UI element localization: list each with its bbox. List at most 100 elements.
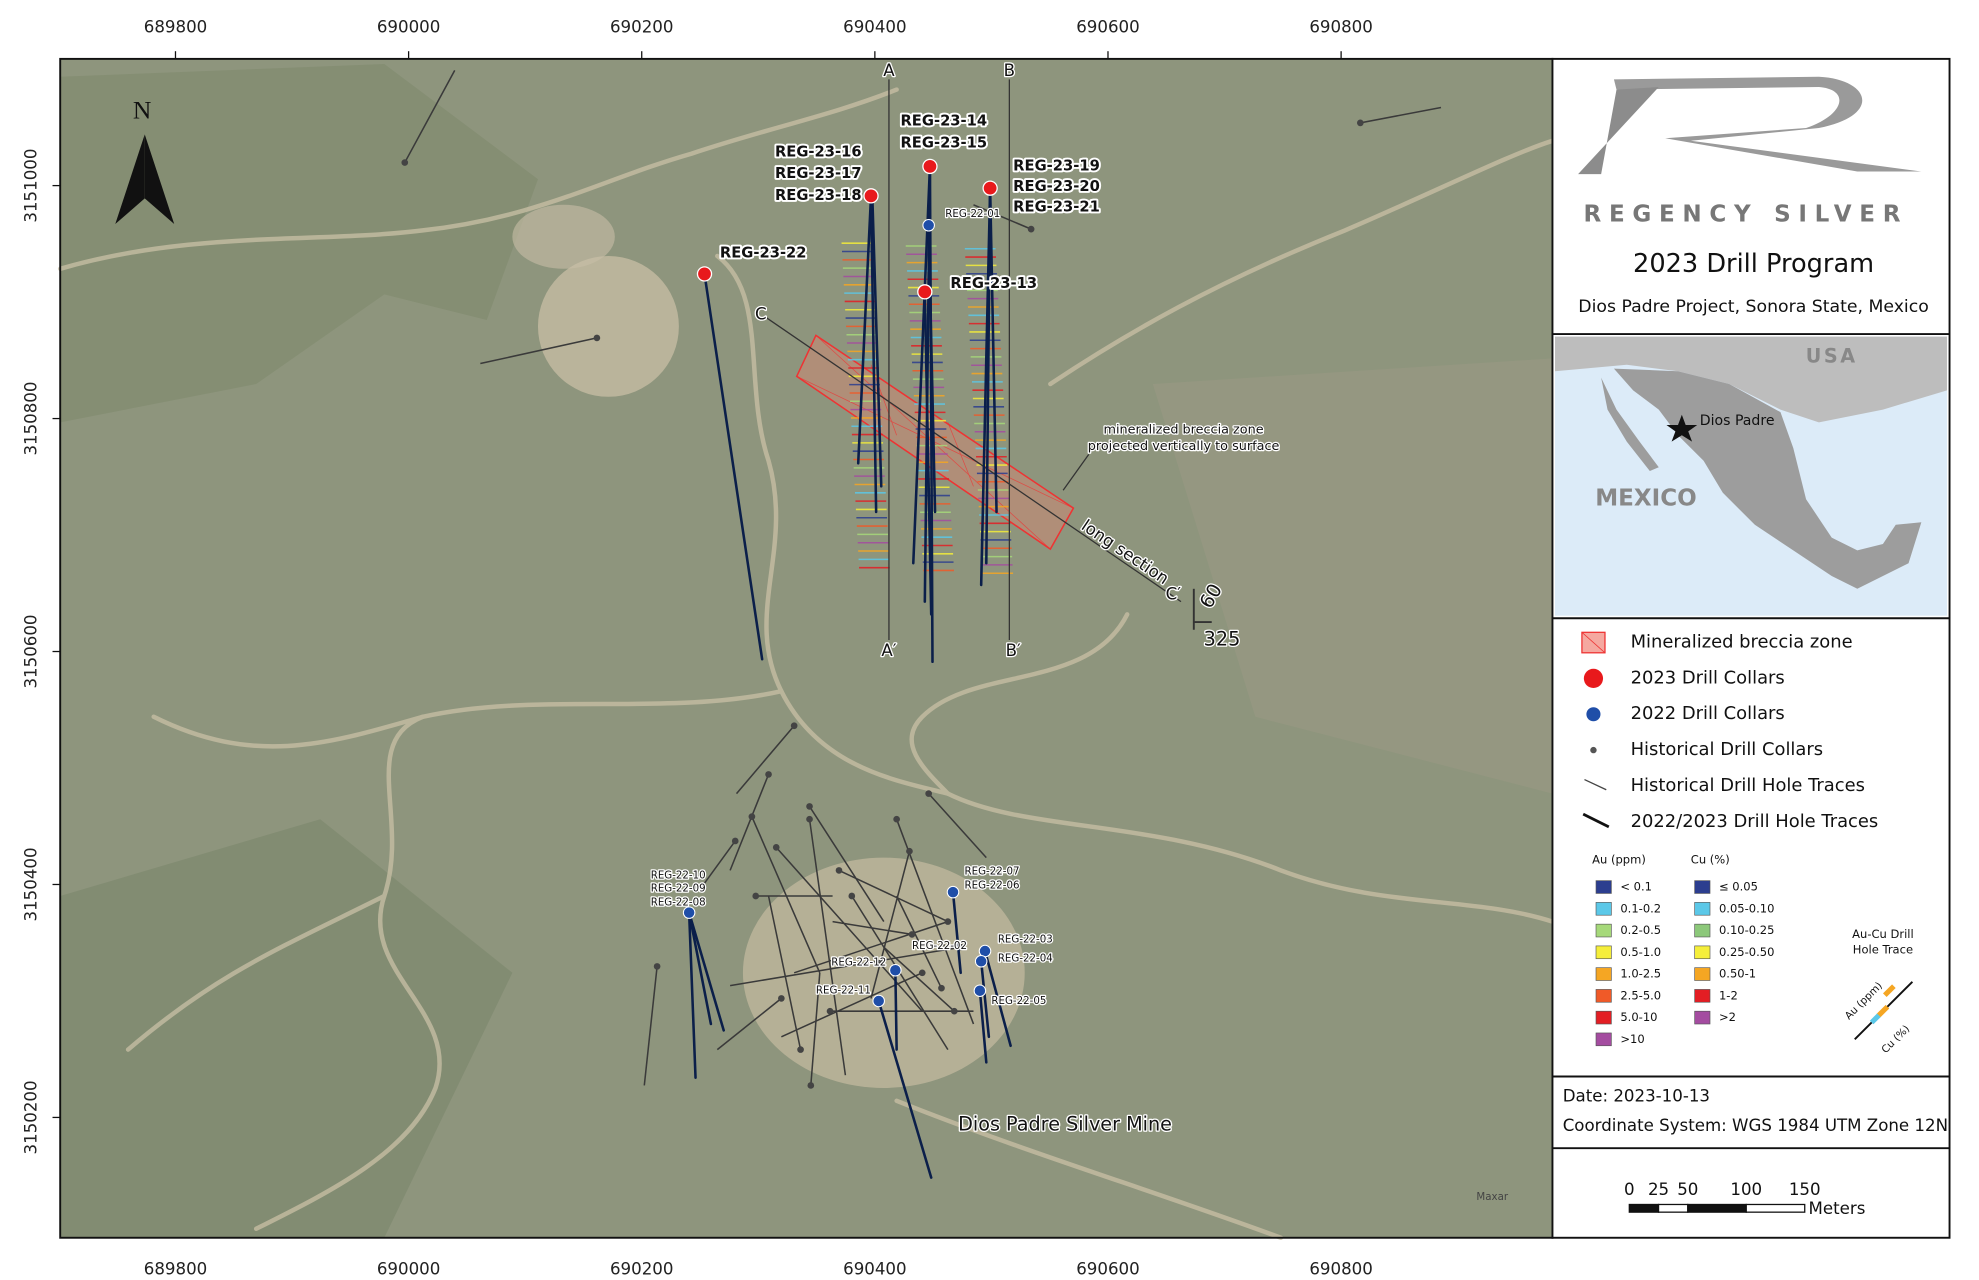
- x-tick-label: 690800: [1309, 1259, 1372, 1278]
- map-frame-g-path: [945, 791, 1555, 924]
- side-panel-path: [1578, 87, 1659, 175]
- hole-label: REG-22-02: [912, 940, 967, 952]
- legend-label: Historical Drill Collars: [1631, 739, 1823, 760]
- hole-label: REG-23-17: [775, 165, 862, 182]
- map-frame-ellipse: [512, 204, 615, 269]
- historical-trace: [810, 972, 821, 1086]
- legend-class-label: 1-2: [1719, 988, 1738, 1002]
- section-lines-line: [765, 316, 1182, 603]
- legend-class-label: < 0.1: [1620, 880, 1652, 894]
- legend-swatch: [1595, 902, 1612, 916]
- historical-trace: [1360, 106, 1442, 124]
- collars-circle: [946, 885, 960, 899]
- drill-traces-2022-2023-line: [912, 165, 932, 565]
- historical-collar: [925, 790, 932, 797]
- drill-traces-2022-2023-line: [951, 890, 962, 975]
- legend-rect: [1882, 984, 1896, 998]
- collars-circle: [682, 906, 696, 919]
- hole-label: REG-22-01: [945, 208, 1000, 220]
- collars-circle: [982, 180, 998, 196]
- drill-traces-2022-2023: [687, 165, 1012, 1179]
- section-label: B′: [1006, 641, 1021, 660]
- drill-traces-2022-2023-line: [927, 224, 937, 514]
- x-tick-label: 690800: [1309, 18, 1372, 37]
- hole-label: REG-23-20: [1013, 178, 1100, 195]
- hole-label: REG-22-11: [816, 985, 871, 997]
- legend-label: 2022/2023 Drill Hole Traces: [1631, 811, 1879, 832]
- map-frame-g: [57, 87, 1555, 1240]
- section-label: C′: [1166, 585, 1182, 604]
- hole-label: REG-22-06: [965, 880, 1020, 892]
- historical-collar: [401, 159, 409, 166]
- historical-traces: [401, 70, 1442, 1089]
- inset-country: MEXICO: [1595, 486, 1697, 512]
- historical-collar: [848, 892, 856, 900]
- inset-site-label: Dios Padre: [1700, 413, 1775, 429]
- historical-trace: [735, 725, 795, 795]
- side-panel-path: [1555, 336, 1947, 423]
- x-tick-label: 690600: [1076, 1259, 1139, 1278]
- drill-traces-2022-2023-line: [978, 989, 988, 1064]
- collars-circle: [696, 266, 713, 282]
- scale-label: 0: [1624, 1180, 1635, 1199]
- legend-label: Historical Drill Hole Traces: [1631, 775, 1865, 796]
- historical-collar: [1027, 225, 1035, 233]
- historical-collar: [893, 815, 900, 823]
- legend-subtitle: Cu (%): [1691, 853, 1730, 867]
- historical-collar: [918, 969, 926, 977]
- hole-label: REG-22-03: [998, 934, 1053, 946]
- annotation: mineralized breccia zone: [1104, 423, 1264, 438]
- legend-swatch: [1595, 967, 1612, 981]
- historical-trace: [895, 895, 943, 989]
- legend-swatch: [1595, 1010, 1612, 1025]
- y-tick-label: 3150600: [22, 615, 41, 689]
- collars-circle: [917, 284, 933, 300]
- x-tick-label: 690200: [610, 18, 673, 37]
- historical-collar: [944, 918, 952, 925]
- legend-circle: [1583, 668, 1604, 688]
- historical-collar: [778, 995, 785, 1002]
- x-tick-label: 690000: [377, 1259, 440, 1278]
- scale-segment: [1687, 1203, 1747, 1213]
- legend-swatch: [1694, 902, 1711, 916]
- legend-class-label: 0.05-0.10: [1719, 901, 1774, 915]
- historical-trace: [781, 972, 923, 1038]
- hole-label: REG-23-19: [1013, 157, 1100, 174]
- collars-circle: [973, 984, 987, 997]
- x-tick-label: 690200: [610, 1259, 673, 1278]
- historical-collar: [797, 1046, 804, 1053]
- historical-trace: [870, 851, 911, 999]
- collars-circle: [974, 955, 988, 968]
- legend-class-label: >2: [1719, 1010, 1736, 1024]
- side-panel-path: [1613, 76, 1922, 172]
- legend-line: [1581, 632, 1606, 654]
- hole-label: REG-22-07: [965, 866, 1020, 878]
- hole-label: REG-22-09: [651, 882, 706, 894]
- hole-label: REG-23-21: [1013, 198, 1100, 215]
- legend-swatch: [1595, 945, 1612, 960]
- hole-label: REG-22-08: [651, 896, 706, 908]
- collars: [682, 158, 998, 1008]
- drill-traces-2022-2023-line: [687, 911, 697, 1080]
- drill-traces-2022-2023-line: [856, 194, 873, 465]
- legend-circle: [1586, 707, 1601, 722]
- map-frame-g-path: [715, 253, 951, 796]
- historical-collar: [752, 892, 760, 900]
- historical-trace: [404, 70, 456, 163]
- historical-trace: [716, 997, 782, 1051]
- legend-swatch: [1595, 1032, 1612, 1047]
- legend-class-label: 0.5-1.0: [1620, 945, 1661, 959]
- legend-label: Mineralized breccia zone: [1631, 632, 1853, 653]
- historical-collar: [807, 1082, 815, 1089]
- hole-label: REG-23-22: [720, 244, 807, 261]
- legend-swatch: [1694, 923, 1711, 938]
- x-tick-label: 689800: [144, 1259, 207, 1278]
- section-label: A′: [881, 641, 896, 660]
- legend-class-label: >10: [1620, 1032, 1644, 1046]
- legend-label: 2023 Drill Collars: [1631, 667, 1785, 688]
- section-label: A: [883, 61, 895, 80]
